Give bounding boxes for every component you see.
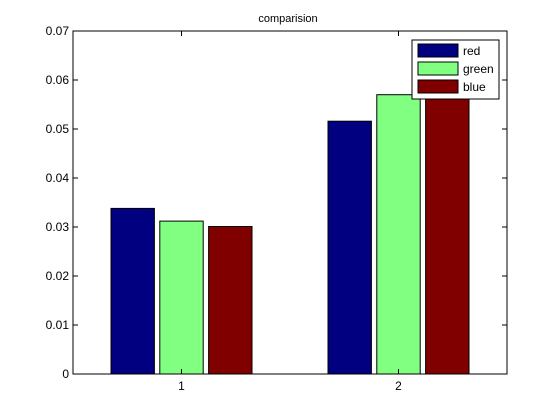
bar-blue-2	[425, 62, 470, 375]
y-tick-label: 0.04	[46, 171, 70, 185]
bars-layer	[110, 62, 470, 375]
bar-blue-1	[208, 226, 253, 375]
x-tick-label: 2	[395, 379, 402, 393]
legend: red green blue	[411, 39, 500, 100]
legend-label-green: green	[463, 62, 494, 76]
legend-items: red green blue	[417, 43, 494, 94]
y-tick-label: 0.03	[46, 220, 70, 234]
legend-label-blue: blue	[463, 80, 486, 94]
legend-swatch-blue	[417, 79, 459, 94]
y-tick-label: 0.01	[46, 318, 70, 332]
x-tick-label: 1	[178, 379, 185, 393]
legend-swatch-red	[417, 43, 459, 58]
y-tick-label: 0.02	[46, 269, 70, 283]
plot-area-frame	[72, 30, 508, 375]
legend-swatch-green	[417, 61, 459, 76]
bar-red-1	[110, 207, 155, 375]
y-tick-label: 0.05	[46, 122, 70, 136]
y-tick-label: 0	[62, 367, 69, 381]
chart-title: comparision	[258, 13, 317, 25]
y-tick-label: 0.06	[46, 73, 70, 87]
bar-green-1	[159, 220, 204, 375]
bar-green-2	[376, 94, 421, 375]
ticks-layer: 0 0.01 0.02 0.03 0.04 0.05 0.06 0.07 1 2	[46, 24, 507, 393]
bar-red-2	[327, 120, 372, 375]
legend-label-red: red	[463, 44, 480, 58]
y-tick-label: 0.07	[46, 24, 70, 38]
